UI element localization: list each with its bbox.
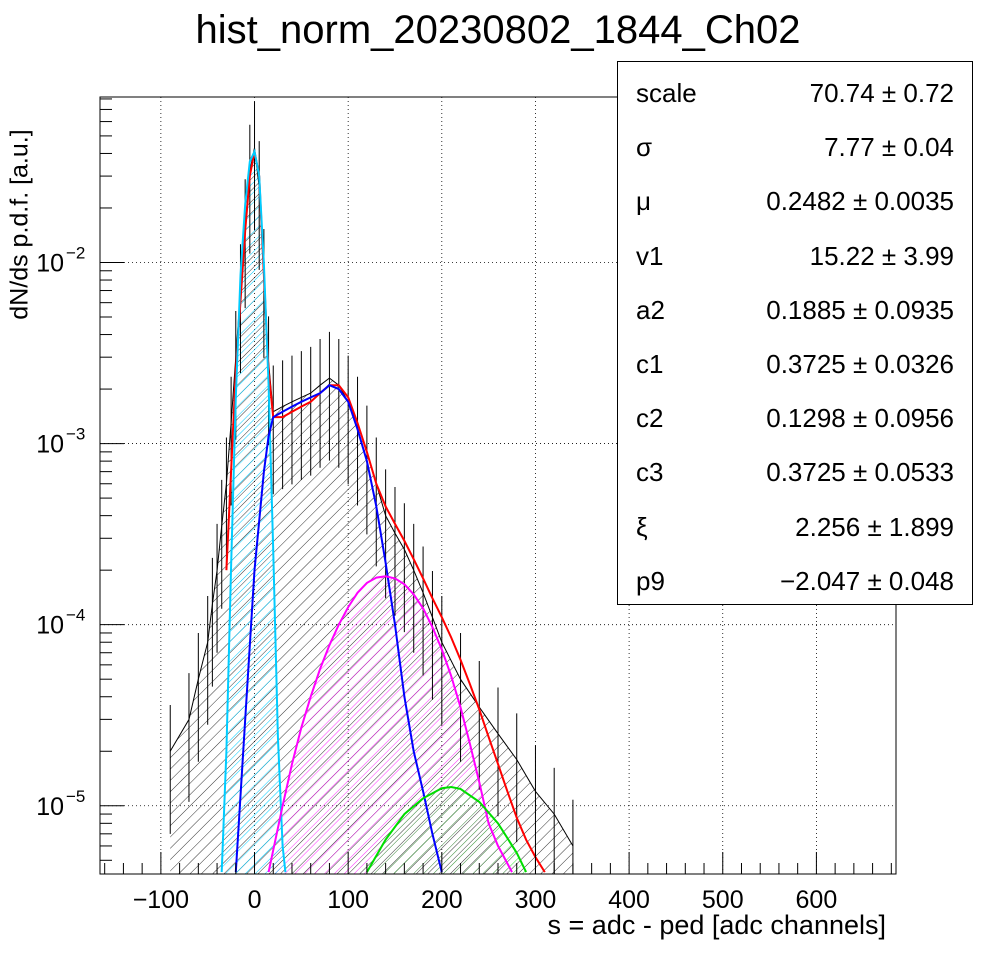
histogram-line bbox=[169, 147, 574, 847]
x-tick-label: 600 bbox=[796, 886, 838, 914]
fill-3-pe bbox=[366, 787, 527, 874]
y-tick-label: 10 bbox=[36, 793, 64, 821]
stat-name: scale bbox=[636, 78, 697, 108]
stat-name: v1 bbox=[636, 240, 664, 271]
x-tick-label: −100 bbox=[133, 886, 189, 914]
stat-name: σ bbox=[636, 132, 653, 163]
axis-ticks bbox=[100, 98, 892, 874]
stat-row: a2 0.1885 ± 0.0935 bbox=[618, 283, 972, 337]
stat-value: 0.1885 ± 0.0935 bbox=[766, 294, 954, 325]
y-tick-exponent: −3 bbox=[66, 425, 85, 444]
y-tick-label: 10 bbox=[36, 431, 64, 459]
stat-row: scale 70.74 ± 0.72 bbox=[618, 66, 972, 120]
stat-value: 0.1298 ± 0.0956 bbox=[766, 403, 954, 434]
x-tick-label: 300 bbox=[515, 886, 557, 914]
y-tick-label: 10 bbox=[36, 249, 64, 277]
stat-name: μ bbox=[636, 186, 651, 217]
stat-row: μ 0.2482 ± 0.0035 bbox=[618, 174, 972, 228]
x-axis-label: s = adc - ped [adc channels] bbox=[547, 910, 886, 940]
stat-row: σ 7.77 ± 0.04 bbox=[618, 120, 972, 174]
stat-row: c3 0.3725 ± 0.0533 bbox=[618, 445, 972, 499]
x-tick-label: 200 bbox=[421, 886, 463, 914]
stat-row: c1 0.3725 ± 0.0326 bbox=[618, 337, 972, 391]
stat-row: p9 −2.047 ± 0.048 bbox=[618, 554, 972, 608]
stat-row: c2 0.1298 ± 0.0956 bbox=[618, 391, 972, 445]
curves bbox=[169, 101, 574, 874]
stat-name: a2 bbox=[636, 294, 665, 325]
y-tick-exponent: −4 bbox=[66, 606, 85, 625]
x-tick-label: 100 bbox=[327, 886, 369, 914]
stat-value: 0.3725 ± 0.0533 bbox=[766, 457, 954, 488]
curve-pedestal bbox=[220, 148, 287, 873]
y-tick-exponent: −5 bbox=[66, 787, 85, 806]
stat-row: v1 15.22 ± 3.99 bbox=[618, 229, 972, 283]
stat-value: 70.74 ± 0.72 bbox=[809, 78, 954, 108]
y-tick-label: 10 bbox=[36, 612, 64, 640]
x-tick-label: 0 bbox=[248, 886, 262, 914]
stat-value: 15.22 ± 3.99 bbox=[809, 240, 954, 271]
stat-row: ξ 2.256 ± 1.899 bbox=[618, 500, 972, 554]
x-tick-label: 500 bbox=[702, 886, 744, 914]
y-tick-exponent: −2 bbox=[66, 243, 85, 262]
stat-name: c3 bbox=[636, 457, 664, 488]
stat-name: c1 bbox=[636, 349, 664, 379]
chart-title: hist_norm_20230802_1844_Ch02 bbox=[195, 8, 801, 52]
stat-value: 2.256 ± 1.899 bbox=[795, 511, 954, 542]
fills bbox=[170, 147, 573, 874]
stat-name: ξ bbox=[636, 511, 648, 542]
stat-name: p9 bbox=[636, 565, 665, 596]
stat-value: −2.047 ± 0.048 bbox=[779, 565, 954, 596]
stat-value: 0.3725 ± 0.0326 bbox=[766, 349, 954, 379]
x-tick-label: 400 bbox=[608, 886, 650, 914]
curve-3-pe bbox=[366, 785, 527, 873]
fit-stats-box: scale 70.74 ± 0.72 σ 7.77 ± 0.04 μ 0.2482 ± 0… bbox=[617, 61, 973, 605]
stat-value: 0.2482 ± 0.0035 bbox=[766, 186, 954, 217]
curve-1-pe bbox=[234, 384, 443, 873]
stat-value: 7.77 ± 0.04 bbox=[824, 132, 954, 163]
stat-name: c2 bbox=[636, 403, 664, 434]
curve-2-pe bbox=[267, 575, 513, 873]
fill-pedestal bbox=[221, 151, 286, 874]
